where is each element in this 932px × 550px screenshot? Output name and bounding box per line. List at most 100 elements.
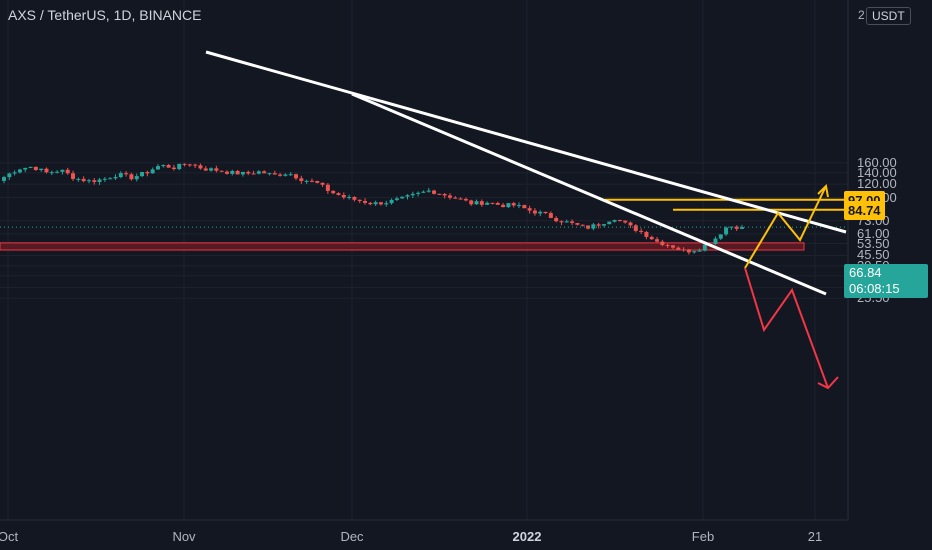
candle-body — [400, 196, 405, 199]
candle-body — [686, 249, 691, 253]
candle-body — [378, 202, 383, 205]
candle-body — [458, 198, 463, 200]
candle-body — [256, 171, 261, 174]
projection-bearish-path — [744, 267, 829, 389]
price-tick: 160.00 — [857, 154, 897, 170]
candle-body — [474, 201, 479, 205]
candle-body — [644, 231, 649, 237]
candle-body — [681, 249, 686, 251]
currency-selector[interactable]: USDT — [866, 7, 911, 25]
candle-body — [740, 227, 744, 229]
candle-body — [522, 205, 527, 209]
candle-body — [92, 180, 97, 182]
time-tick: Dec — [340, 529, 364, 544]
candle-body — [352, 196, 357, 200]
candle-body — [86, 180, 91, 182]
candle-body — [628, 222, 633, 226]
candle-body — [235, 170, 240, 175]
candle-body — [729, 226, 734, 228]
candle-body — [299, 178, 304, 182]
candle-body — [214, 168, 219, 171]
candle-body — [341, 195, 346, 198]
candle-body — [697, 250, 702, 252]
candle-body — [288, 174, 293, 176]
candle-body — [44, 168, 49, 173]
candle-body — [182, 163, 187, 165]
candle-body — [357, 199, 362, 201]
candle-body — [304, 180, 309, 182]
candle-body — [463, 198, 468, 201]
candle-body — [432, 190, 437, 194]
candle-body — [320, 182, 325, 185]
candle-body — [655, 239, 660, 242]
candle-body — [713, 238, 718, 244]
candle-body — [596, 224, 601, 226]
candle-body — [97, 179, 102, 182]
candle-body — [437, 193, 442, 195]
candle-body — [368, 202, 373, 205]
candle-body — [527, 208, 532, 211]
candle-body — [331, 190, 336, 194]
candle-body — [373, 202, 378, 205]
candle-body — [702, 244, 707, 251]
candle-body — [49, 172, 54, 174]
candle-body — [171, 167, 176, 170]
bar-countdown: 06:08:15 — [849, 281, 900, 296]
candle-body — [336, 193, 341, 196]
time-tick: 2022 — [512, 529, 542, 544]
candle-body — [145, 172, 150, 174]
trendline-steep — [351, 92, 827, 296]
chart-title: AXS / TetherUS, 1D, BINANCE — [8, 7, 202, 23]
candle-body — [554, 217, 559, 222]
candle-body — [511, 203, 516, 206]
candle-body — [325, 184, 330, 191]
candle-body — [81, 178, 86, 182]
candle-body — [150, 169, 155, 174]
projection-bearish-arrowhead — [817, 376, 839, 390]
candle-body — [124, 173, 129, 175]
candle-body — [198, 165, 203, 169]
candle-body — [166, 165, 171, 168]
candle-body — [591, 224, 596, 229]
candle-body — [410, 193, 415, 196]
candle-body — [55, 171, 60, 173]
candle-body — [209, 168, 214, 171]
candle-body — [140, 172, 145, 177]
candle-body — [447, 195, 452, 198]
candle-body — [251, 173, 256, 175]
candle-body — [442, 194, 447, 196]
candle-body — [113, 177, 118, 179]
candle-body — [724, 227, 729, 235]
support-zone-rect — [0, 242, 805, 251]
candle-body — [71, 173, 76, 179]
candle-body — [490, 202, 495, 204]
candle-body — [570, 221, 575, 224]
candle-body — [155, 166, 160, 170]
price-tick: 140.00 — [857, 164, 897, 180]
chart-grid — [0, 0, 848, 520]
candle-body — [118, 173, 123, 178]
candle-body — [607, 221, 612, 225]
candle-body — [623, 220, 628, 223]
candle-body — [676, 247, 681, 250]
candle-body — [108, 178, 113, 180]
candle-body — [501, 204, 506, 208]
candle-body — [405, 195, 410, 197]
candle-body — [39, 168, 44, 170]
candle-body — [309, 180, 314, 182]
candle-body — [246, 171, 251, 174]
candle-body — [363, 200, 368, 203]
price-axis-top-partial: 2 — [858, 8, 865, 22]
candle-body — [394, 198, 399, 200]
candle-body — [2, 177, 6, 181]
candlestick-series — [2, 163, 744, 255]
projection-bullish-arrowhead — [817, 183, 829, 198]
candle-body — [65, 169, 70, 174]
candle-body — [580, 224, 585, 226]
candle-body — [76, 178, 81, 180]
candle-body — [559, 221, 564, 223]
candle-body — [421, 191, 426, 193]
candle-body — [649, 236, 654, 240]
horizontal-levels — [0, 198, 848, 228]
